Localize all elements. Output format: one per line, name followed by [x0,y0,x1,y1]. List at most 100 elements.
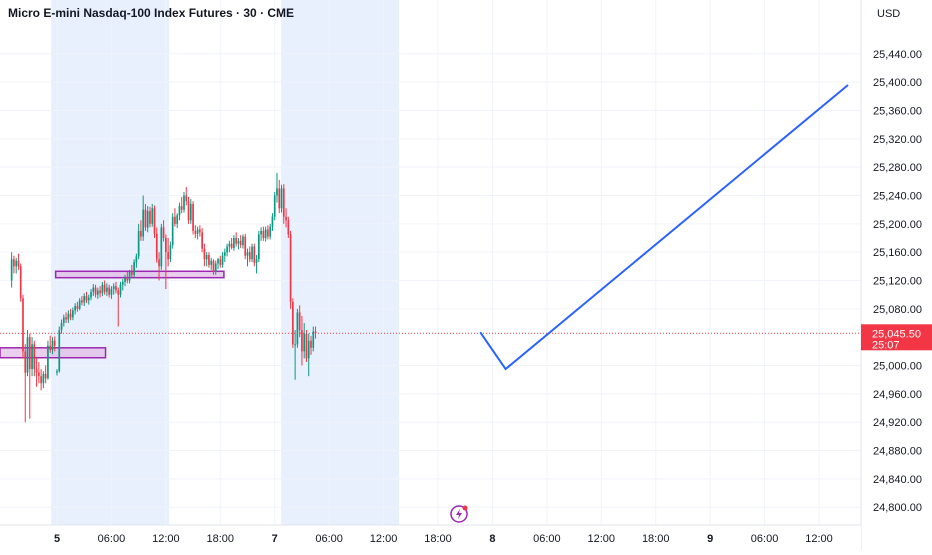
x-tick-label: 12:00 [152,533,180,545]
candle-128 [301,315,303,366]
candle-body-48 [119,284,122,295]
candle-body-76 [183,195,185,210]
candle-body-104 [246,252,249,256]
candle-body-16 [47,345,49,379]
candle-87 [208,252,210,268]
candle-66 [160,223,163,270]
currency-label[interactable]: USD [877,8,901,20]
candle-body-37 [94,287,97,295]
candle-83 [199,225,201,237]
candle-56 [137,223,140,260]
candle-body-107 [253,246,256,263]
candle-body-53 [130,272,133,275]
candle-body-62 [151,208,154,224]
candle-81 [194,225,197,238]
candle-body-45 [112,286,115,290]
candle-95 [226,243,228,257]
candle-body-81 [194,230,197,234]
candle-117 [276,172,278,203]
candle-4 [19,263,22,302]
candle-41 [103,280,106,295]
x-tick-label: 06:00 [98,533,126,545]
candle-40 [101,281,104,297]
candle-body-44 [110,289,113,295]
candle-54 [133,259,135,278]
candle-body-12 [38,372,40,377]
x-tick-label: 9 [707,533,713,545]
candle-body-33 [85,296,88,301]
candle-78 [187,196,190,224]
candle-body-124 [292,301,294,345]
candle-body-112 [264,229,267,238]
candle-108 [255,255,258,274]
candle-99 [235,232,238,247]
candle-body-116 [273,195,276,217]
candle-body-133 [312,331,315,348]
candle-132 [310,335,312,355]
candle-44 [110,286,113,299]
y-tick-label: 25,320.00 [873,134,922,146]
candle-12 [38,361,40,384]
candle-109 [257,230,260,263]
candle-body-2 [15,260,18,267]
candle-121 [285,208,287,228]
candle-88 [210,257,213,270]
candle-body-3 [17,260,20,267]
candle-body-127 [298,312,301,331]
candle-68 [165,234,167,290]
projection-line[interactable] [479,84,849,371]
candle-body-21 [58,330,61,372]
candle-body-121 [285,216,287,221]
y-tick-label: 25,400.00 [873,77,922,89]
candle-61 [149,206,151,228]
candle-113 [267,225,269,240]
candle-body-72 [174,216,176,224]
candle-3 [17,253,20,270]
candle-body-17 [49,345,52,350]
notification-dot-icon [462,505,468,511]
candle-body-15 [44,374,47,379]
candle-46 [115,281,117,294]
lightning-group[interactable] [450,505,468,523]
candle-120 [282,184,285,224]
candle-116 [273,191,276,221]
candle-body-36 [92,287,95,292]
candle-body-113 [267,229,269,237]
candle-64 [155,227,158,263]
y-tick-label: 25,000.00 [873,361,922,373]
candle-body-118 [278,188,281,209]
x-tick-label: 5 [54,533,60,545]
candle-1 [13,255,15,274]
candle-122 [287,216,290,238]
candle-24 [65,312,67,324]
candle-body-128 [301,330,303,352]
candle-58 [142,195,145,241]
candle-body-7 [26,337,29,373]
candle-body-56 [137,230,140,257]
candle-body-49 [121,281,124,285]
candle-body-0 [10,259,13,281]
candle-52 [128,269,131,284]
candle-129 [303,323,306,359]
candle-body-110 [260,230,262,235]
candle-39 [99,286,101,298]
candle-35 [90,289,92,301]
y-tick-label: 25,160.00 [873,247,922,259]
candle-body-60 [146,211,149,228]
candle-112 [264,226,267,242]
candle-body-77 [185,195,188,202]
candle-body-96 [228,243,231,247]
candle-84 [201,228,203,253]
candle-103 [244,233,247,260]
candle-body-120 [282,188,285,217]
candle-50 [124,274,126,287]
candle-body-94 [223,252,226,256]
candle-85 [203,243,206,267]
candle-11 [35,358,38,387]
candle-body-26 [69,313,72,318]
candle-76 [183,191,185,213]
projection-group[interactable] [479,84,849,371]
session-highlights [51,0,399,525]
